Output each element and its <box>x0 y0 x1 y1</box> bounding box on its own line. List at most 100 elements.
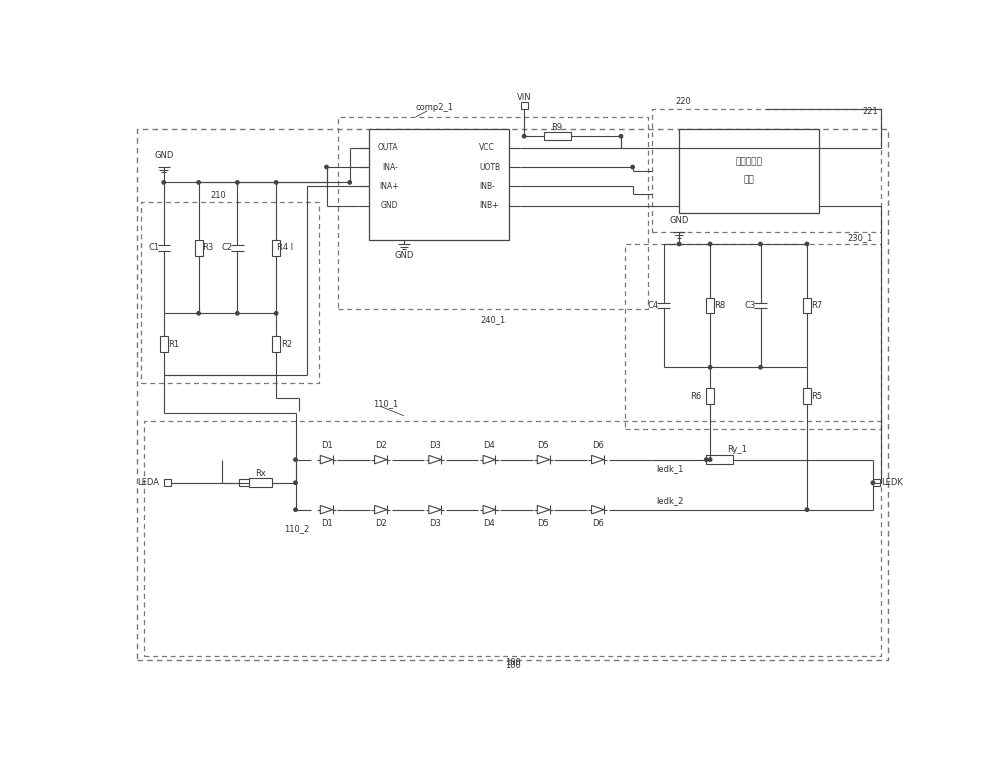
Text: 100: 100 <box>505 661 520 670</box>
Polygon shape <box>375 456 387 464</box>
Text: D2: D2 <box>375 441 387 450</box>
Text: INA-: INA- <box>383 163 399 172</box>
Text: GND: GND <box>394 251 414 260</box>
Polygon shape <box>483 505 495 514</box>
Circle shape <box>197 311 200 315</box>
Text: OUTA: OUTA <box>378 143 399 153</box>
Circle shape <box>871 481 875 485</box>
Text: D3: D3 <box>429 441 441 450</box>
Text: D1: D1 <box>321 519 332 528</box>
Text: GND: GND <box>154 151 173 160</box>
Circle shape <box>294 508 297 511</box>
Text: 第三微型处: 第三微型处 <box>735 157 762 166</box>
Text: 221: 221 <box>863 107 878 116</box>
Bar <box>272 240 280 256</box>
Bar <box>803 298 811 314</box>
Text: ledk_1: ledk_1 <box>656 465 683 473</box>
Text: 240_1: 240_1 <box>480 315 506 324</box>
Text: C3: C3 <box>745 301 756 310</box>
Bar <box>706 388 714 404</box>
Polygon shape <box>592 505 604 514</box>
Text: D6: D6 <box>592 441 604 450</box>
Text: GND: GND <box>669 217 689 225</box>
Bar <box>679 128 819 213</box>
Text: VCC: VCC <box>479 143 495 153</box>
Bar <box>195 240 202 256</box>
Polygon shape <box>429 456 441 464</box>
Text: LEDK: LEDK <box>881 478 903 488</box>
Text: 理器: 理器 <box>744 175 754 185</box>
Text: 230_1: 230_1 <box>848 233 873 243</box>
Text: C2: C2 <box>222 243 233 253</box>
Bar <box>272 336 280 352</box>
Circle shape <box>162 181 165 184</box>
Circle shape <box>348 181 351 184</box>
Text: INA+: INA+ <box>379 182 399 191</box>
Text: R6: R6 <box>691 391 702 401</box>
Circle shape <box>705 458 708 462</box>
Text: comp2_1: comp2_1 <box>416 103 454 112</box>
Circle shape <box>274 181 278 184</box>
Text: D4: D4 <box>483 519 495 528</box>
Text: R2: R2 <box>281 340 292 349</box>
Text: R3: R3 <box>202 243 214 253</box>
Polygon shape <box>483 456 495 464</box>
Circle shape <box>708 458 712 462</box>
Circle shape <box>759 365 762 369</box>
Circle shape <box>805 243 809 246</box>
Circle shape <box>236 311 239 315</box>
Text: 220: 220 <box>675 97 691 106</box>
Bar <box>160 336 168 352</box>
Bar <box>544 132 571 140</box>
Polygon shape <box>537 505 550 514</box>
Text: D5: D5 <box>538 519 549 528</box>
Polygon shape <box>375 505 387 514</box>
Circle shape <box>631 166 634 169</box>
Bar <box>803 388 811 404</box>
Text: D1: D1 <box>321 441 332 450</box>
Polygon shape <box>429 505 441 514</box>
Text: R9: R9 <box>552 124 563 132</box>
Text: ledk_2: ledk_2 <box>656 496 683 505</box>
Polygon shape <box>537 456 550 464</box>
Circle shape <box>759 243 762 246</box>
Circle shape <box>294 458 297 462</box>
Bar <box>521 102 528 109</box>
Circle shape <box>325 166 328 169</box>
Text: 110_1: 110_1 <box>373 399 398 408</box>
Text: D3: D3 <box>429 519 441 528</box>
Text: D4: D4 <box>483 441 495 450</box>
Bar <box>249 478 272 487</box>
Text: Rx: Rx <box>255 469 266 478</box>
Text: D2: D2 <box>375 519 387 528</box>
Text: Ry_1: Ry_1 <box>727 445 747 454</box>
Text: 210: 210 <box>210 191 226 200</box>
Bar <box>369 128 509 240</box>
Text: R5: R5 <box>811 391 822 401</box>
Circle shape <box>274 311 278 315</box>
Text: INB+: INB+ <box>479 201 499 210</box>
Polygon shape <box>320 505 333 514</box>
Text: INB-: INB- <box>479 182 495 191</box>
Circle shape <box>522 134 526 138</box>
Circle shape <box>708 365 712 369</box>
Bar <box>239 479 256 486</box>
Text: LEDA: LEDA <box>137 478 159 488</box>
Bar <box>706 456 733 464</box>
Text: R7: R7 <box>811 301 822 310</box>
Text: 100: 100 <box>505 658 520 667</box>
Text: R4 l: R4 l <box>277 243 293 253</box>
Circle shape <box>236 181 239 184</box>
Circle shape <box>619 134 623 138</box>
Circle shape <box>294 481 297 485</box>
Text: R1: R1 <box>168 340 179 349</box>
Text: C1: C1 <box>148 243 159 253</box>
Circle shape <box>197 181 200 184</box>
Bar <box>873 479 880 486</box>
Text: D6: D6 <box>592 519 604 528</box>
Text: C4: C4 <box>648 301 659 310</box>
Polygon shape <box>592 456 604 464</box>
Bar <box>164 479 171 486</box>
Text: D5: D5 <box>538 441 549 450</box>
Circle shape <box>708 243 712 246</box>
